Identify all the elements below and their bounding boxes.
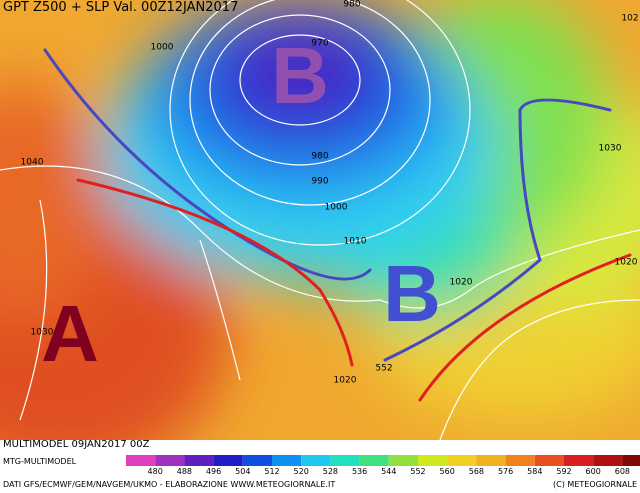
legend-swatch bbox=[505, 455, 535, 466]
legend-swatch bbox=[272, 455, 302, 466]
legend-tick-label: 512 bbox=[264, 467, 279, 476]
legend-swatch bbox=[534, 455, 564, 466]
isobar-label: 102 bbox=[621, 14, 638, 24]
legend-swatch bbox=[242, 455, 272, 466]
legend-swatch bbox=[184, 455, 214, 466]
isobar-label: 1030 bbox=[599, 144, 622, 154]
legend-swatch bbox=[330, 455, 360, 466]
map-field bbox=[0, 0, 640, 440]
legend-tick-label: 584 bbox=[527, 467, 542, 476]
isobar-label: 552 bbox=[375, 364, 392, 374]
legend-tick-label: 536 bbox=[352, 467, 367, 476]
isobar-label: 990 bbox=[311, 177, 328, 187]
legend-swatch bbox=[564, 455, 594, 466]
legend-tick-label: 576 bbox=[498, 467, 513, 476]
legend-tick-label: 552 bbox=[410, 467, 425, 476]
pressure-system: B bbox=[271, 31, 329, 120]
title: GPT Z500 + SLP Val. 00Z12JAN2017 bbox=[3, 0, 238, 15]
legend-swatch bbox=[418, 455, 448, 466]
legend-swatch bbox=[476, 455, 506, 466]
isobar-label: 1000 bbox=[325, 203, 348, 213]
legend-tick-label: 528 bbox=[323, 467, 338, 476]
isobar-label: 1040 bbox=[21, 158, 44, 168]
legend-swatch bbox=[359, 455, 389, 466]
credits: DATI GFS/ECMWF/GEM/NAVGEM/UKMO - ELABORA… bbox=[3, 480, 335, 489]
legend-swatch bbox=[447, 455, 477, 466]
legend-swatch bbox=[213, 455, 243, 466]
legend-tick-label: 560 bbox=[440, 467, 455, 476]
legend-swatch bbox=[388, 455, 418, 466]
legend-tick-label: 592 bbox=[556, 467, 571, 476]
isobar-label: 980 bbox=[343, 0, 360, 10]
legend-tick-label: 520 bbox=[294, 467, 309, 476]
legend-tick-label: 488 bbox=[177, 467, 192, 476]
isobar-label: 1020 bbox=[615, 258, 638, 268]
isobar-label: 1010 bbox=[344, 237, 367, 247]
legend-swatch bbox=[593, 455, 623, 466]
legend-swatch bbox=[301, 455, 331, 466]
trend-lines bbox=[43, 48, 632, 402]
legend-tick-label: 504 bbox=[235, 467, 250, 476]
isobar-label: 1020 bbox=[334, 376, 357, 386]
isobar-label: 1020 bbox=[450, 278, 473, 288]
legend-swatch bbox=[155, 455, 185, 466]
legend-swatch bbox=[126, 455, 156, 466]
isobars bbox=[0, 0, 640, 440]
isobar-label: 1030 bbox=[31, 328, 54, 338]
legend-tick-label: 608 bbox=[615, 467, 630, 476]
model-label: MTG-MULTIMODEL bbox=[3, 457, 77, 466]
legend-swatch bbox=[622, 455, 640, 466]
isobar-label: 980 bbox=[311, 152, 328, 162]
run-label: MULTIMODEL 09JAN2017 00Z bbox=[3, 439, 150, 450]
legend-tick-label: 496 bbox=[206, 467, 221, 476]
legend-tick-label: 480 bbox=[148, 467, 163, 476]
pressure-system: A bbox=[41, 289, 99, 378]
legend-tick-label: 568 bbox=[469, 467, 484, 476]
copyright: (C) METEOGIORNALE bbox=[553, 480, 637, 489]
isobar-label: 1000 bbox=[151, 43, 174, 53]
isobar-label: 970 bbox=[311, 39, 328, 49]
pressure-system: B bbox=[383, 249, 441, 338]
legend-tick-label: 600 bbox=[586, 467, 601, 476]
legend-tick-label: 544 bbox=[381, 467, 396, 476]
